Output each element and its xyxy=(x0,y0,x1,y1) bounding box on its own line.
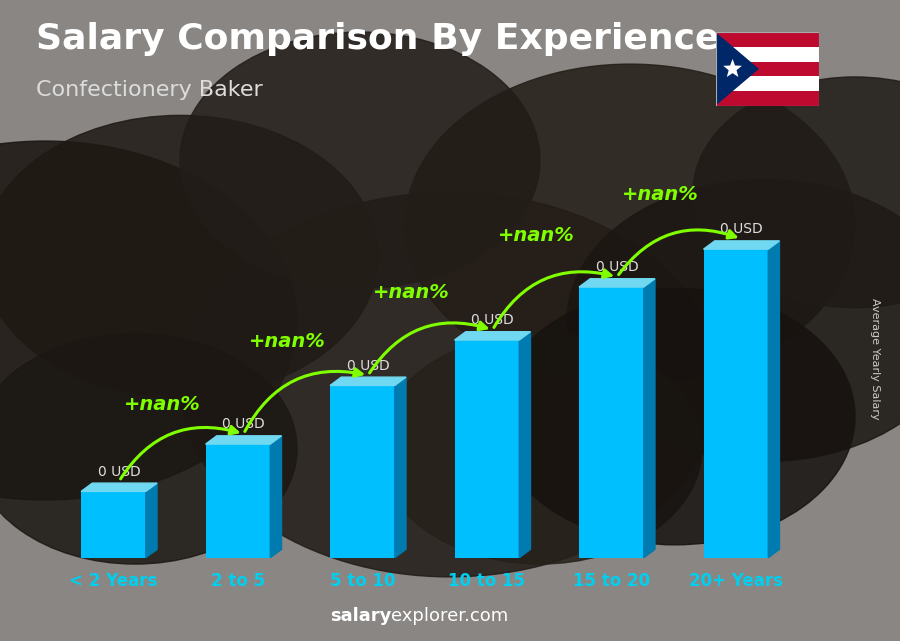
Polygon shape xyxy=(644,279,655,558)
Bar xyxy=(330,385,395,558)
Circle shape xyxy=(378,333,702,564)
Circle shape xyxy=(495,288,855,545)
Bar xyxy=(716,32,819,47)
Bar xyxy=(716,76,819,91)
Text: Salary Comparison By Experience: Salary Comparison By Experience xyxy=(36,22,719,56)
Bar xyxy=(716,47,819,62)
Polygon shape xyxy=(454,331,530,340)
Polygon shape xyxy=(519,331,530,558)
Text: +nan%: +nan% xyxy=(374,283,450,302)
Text: 0 USD: 0 USD xyxy=(346,358,390,372)
Polygon shape xyxy=(716,32,759,106)
Bar xyxy=(454,340,519,558)
Polygon shape xyxy=(579,279,655,287)
Circle shape xyxy=(405,64,855,385)
Circle shape xyxy=(693,77,900,308)
Bar xyxy=(716,91,819,106)
Polygon shape xyxy=(205,436,282,444)
FancyArrowPatch shape xyxy=(370,322,487,373)
Bar xyxy=(579,287,644,558)
Circle shape xyxy=(180,192,720,577)
FancyArrowPatch shape xyxy=(618,230,735,274)
Text: Confectionery Baker: Confectionery Baker xyxy=(36,80,263,100)
Text: +nan%: +nan% xyxy=(498,226,574,246)
Bar xyxy=(205,444,270,558)
Polygon shape xyxy=(769,241,779,558)
Circle shape xyxy=(0,115,378,397)
Text: 0 USD: 0 USD xyxy=(471,313,514,327)
Text: +nan%: +nan% xyxy=(622,185,699,204)
Text: +nan%: +nan% xyxy=(248,333,326,351)
Text: +nan%: +nan% xyxy=(124,395,201,414)
Text: 0 USD: 0 USD xyxy=(720,222,763,237)
Polygon shape xyxy=(81,483,157,492)
Polygon shape xyxy=(270,436,282,558)
Circle shape xyxy=(180,32,540,288)
Bar xyxy=(716,62,819,76)
Polygon shape xyxy=(724,59,742,77)
Polygon shape xyxy=(146,483,157,558)
Circle shape xyxy=(0,141,297,500)
Text: explorer.com: explorer.com xyxy=(392,607,508,625)
Text: salary: salary xyxy=(330,607,392,625)
Circle shape xyxy=(567,179,900,462)
Bar xyxy=(704,249,769,558)
Text: 0 USD: 0 USD xyxy=(222,417,265,431)
Bar xyxy=(81,492,146,558)
Text: 0 USD: 0 USD xyxy=(596,260,638,274)
FancyArrowPatch shape xyxy=(121,426,238,479)
Polygon shape xyxy=(330,377,406,385)
Circle shape xyxy=(0,333,297,564)
FancyArrowPatch shape xyxy=(245,369,362,431)
Text: 0 USD: 0 USD xyxy=(98,465,140,479)
Polygon shape xyxy=(395,377,406,558)
Text: Average Yearly Salary: Average Yearly Salary xyxy=(869,298,880,420)
FancyArrowPatch shape xyxy=(494,270,611,328)
Polygon shape xyxy=(704,241,779,249)
